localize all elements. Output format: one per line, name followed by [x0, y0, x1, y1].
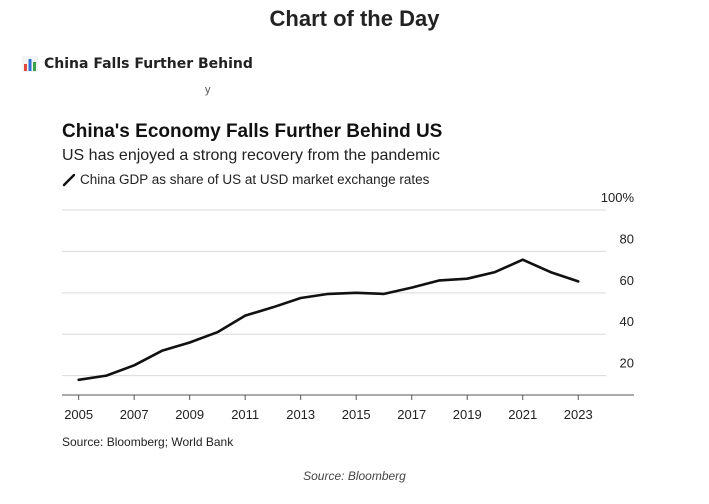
series-line	[77, 258, 580, 382]
x-tick-labels: 2005 2007 2009 2011 2013 2015 2017 2019 2021 2023	[64, 395, 593, 422]
page-title: Chart of the Day	[269, 6, 440, 31]
y-tick-label: 60	[620, 273, 634, 288]
chart-source: Source: Bloomberg; World Bank	[62, 435, 234, 449]
y-tick-label: 80	[620, 231, 634, 246]
y-tick-label: 20	[620, 356, 634, 371]
x-tick-label: 2013	[286, 407, 315, 422]
post-title-text: China Falls Further Behind	[44, 56, 253, 72]
y-tick-label: 100%	[601, 190, 635, 205]
x-tick-label: 2015	[342, 407, 371, 422]
post-title[interactable]: China Falls Further Behind	[22, 56, 253, 72]
x-tick-label: 2021	[508, 407, 537, 422]
x-tick-label: 2011	[231, 407, 259, 422]
x-tick-label: 2007	[120, 407, 149, 422]
chart-subtitle: US has enjoyed a strong recovery from th…	[62, 147, 440, 164]
image-caption: Source: Bloomberg	[303, 469, 406, 483]
y-tick-label: 40	[620, 314, 634, 329]
bar-chart-icon	[22, 56, 38, 72]
x-tick-label: 2017	[397, 407, 426, 422]
x-tick-label: 2023	[564, 407, 593, 422]
series-layer	[77, 258, 580, 382]
line-swatch-icon	[62, 173, 76, 186]
chart-title: China's Economy Falls Further Behind US	[62, 121, 443, 142]
y-tick-labels: 20 40 60 80 100%	[601, 190, 635, 371]
cropped-text-fragment: y	[205, 84, 211, 96]
x-tick-label: 2019	[453, 407, 482, 422]
x-tick-label: 2005	[64, 407, 93, 422]
legend-label: China GDP as share of US at USD market e…	[80, 172, 430, 187]
chart-legend: China GDP as share of US at USD market e…	[62, 172, 429, 187]
x-tick-label: 2009	[175, 407, 204, 422]
